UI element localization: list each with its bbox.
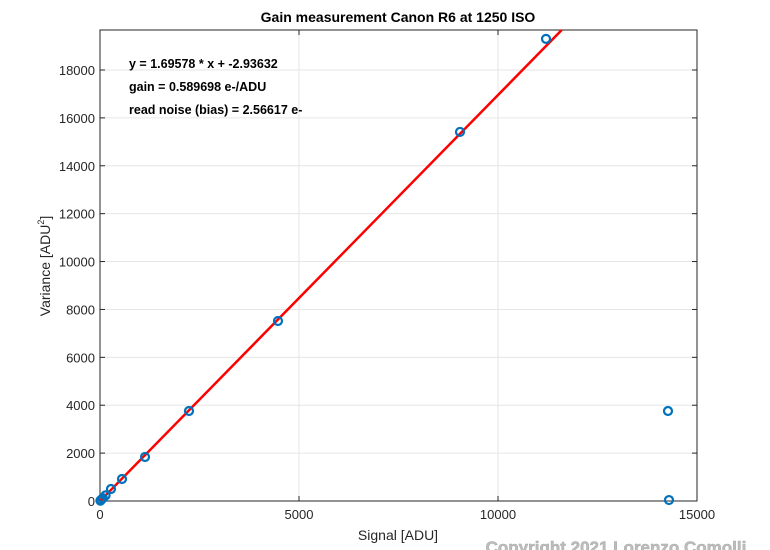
annotation-fit: y = 1.69578 * x + -2.93632 <box>129 57 278 71</box>
data-point <box>116 473 128 485</box>
y-tick-label: 0 <box>88 494 95 509</box>
y-tick-label: 6000 <box>66 350 95 365</box>
watermark: Copyright 2021 Lorenzo Comolli <box>486 538 747 550</box>
y-tick-label: 16000 <box>59 111 95 126</box>
chart-title: Gain measurement Canon R6 at 1250 ISO <box>261 9 536 25</box>
annotation-gain: gain = 0.589698 e-/ADU <box>129 80 266 94</box>
y-tick-label: 18000 <box>59 63 95 78</box>
data-point <box>183 405 195 417</box>
x-tick-label: 5000 <box>285 507 314 522</box>
data-point <box>272 315 284 327</box>
y-axis-label: Variance [ADU2] <box>36 216 53 316</box>
fit-line <box>99 29 563 502</box>
data-point <box>105 483 117 495</box>
data-point <box>454 126 466 138</box>
data-point <box>100 490 111 501</box>
data-point <box>662 405 674 417</box>
data-point <box>663 494 675 506</box>
y-tick-label: 14000 <box>59 159 95 174</box>
y-tick-label: 8000 <box>66 302 95 317</box>
data-point <box>540 33 552 44</box>
x-tick-label: 0 <box>96 507 103 522</box>
x-axis-label: Signal [ADU] <box>358 527 438 543</box>
annotation-read-noise: read noise (bias) = 2.56617 e- <box>129 103 302 117</box>
data-point <box>139 451 151 463</box>
y-tick-label: 2000 <box>66 446 95 461</box>
x-tick-label: 15000 <box>679 507 715 522</box>
y-tick-label: 10000 <box>59 255 95 270</box>
x-tick-label: 10000 <box>480 507 516 522</box>
y-tick-label: 4000 <box>66 398 95 413</box>
plot-frame <box>99 29 698 502</box>
y-tick-label: 12000 <box>59 207 95 222</box>
